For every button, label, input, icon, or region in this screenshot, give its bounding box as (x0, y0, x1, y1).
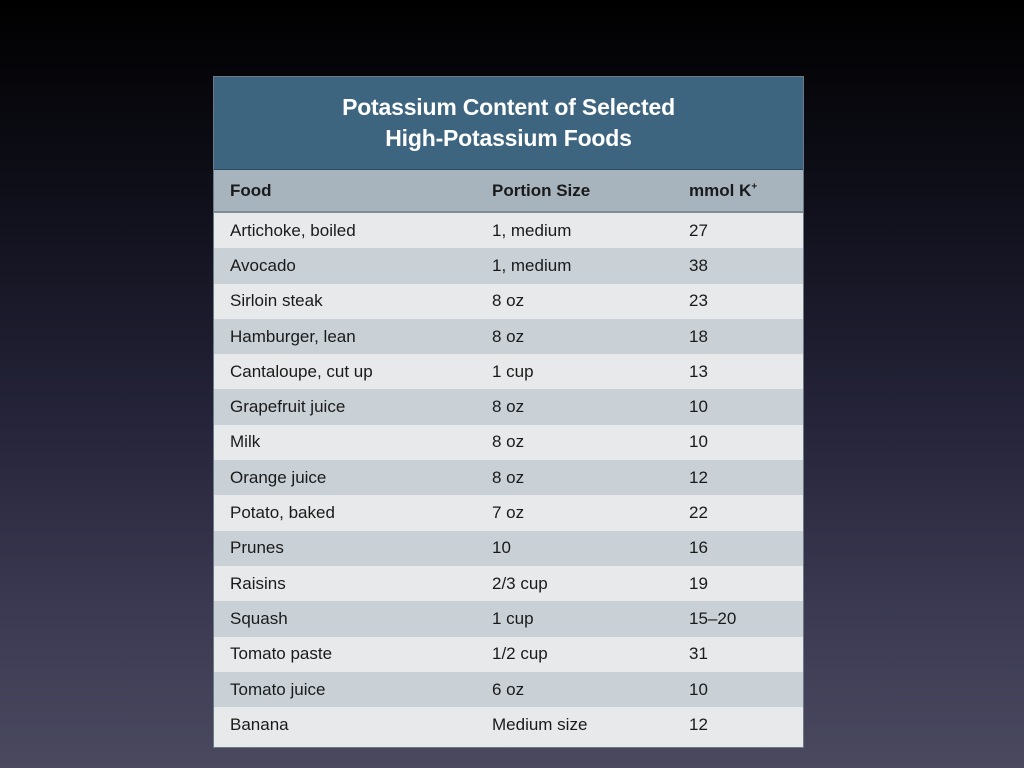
cell-portion-size: 2/3 cup (492, 573, 548, 593)
table-row: Banana Medium size 12 (214, 707, 803, 743)
cell-mmol-k: 10 (689, 397, 708, 417)
cell-mmol-k: 31 (689, 644, 708, 664)
cell-portion-size: 8 oz (492, 291, 525, 311)
cell-portion-size: 1, medium (492, 255, 572, 275)
table-row: Squash 1 cup 15–20 (214, 601, 803, 637)
cell-mmol-k: 16 (689, 538, 708, 558)
cell-food: Tomato paste (230, 644, 333, 664)
cell-portion-size: 1 cup (492, 361, 534, 381)
cell-mmol-k: 12 (689, 714, 708, 734)
cell-portion-size: 8 oz (492, 432, 525, 452)
cell-portion-size: 1 cup (492, 608, 534, 628)
cell-food: Prunes (230, 538, 284, 558)
header-mmol-k-text: mmol K (689, 180, 752, 200)
cell-mmol-k: 15–20 (689, 608, 737, 628)
table-row: Hamburger, lean 8 oz 18 (214, 318, 803, 355)
cell-food: Banana (230, 714, 289, 734)
cell-food: Potato, baked (230, 503, 335, 523)
table-title-line-1: Potassium Content of Selected (342, 94, 675, 120)
table-row: Milk 8 oz 10 (214, 424, 803, 461)
header-mmol-k-superscript: + (751, 180, 758, 192)
potassium-table: Potassium Content of Selected High-Potas… (213, 76, 804, 748)
cell-mmol-k: 10 (689, 679, 708, 699)
cell-portion-size: 7 oz (492, 503, 525, 523)
cell-portion-size: 8 oz (492, 326, 525, 346)
cell-mmol-k: 23 (689, 291, 708, 311)
table-row: Avocado 1, medium 38 (214, 248, 803, 284)
cell-food: Tomato juice (230, 679, 326, 699)
cell-portion-size: 8 oz (492, 467, 525, 487)
cell-food: Orange juice (230, 467, 327, 487)
table-title-line-2: High-Potassium Foods (385, 125, 632, 151)
cell-food: Artichoke, boiled (230, 220, 356, 240)
cell-portion-size: 10 (492, 538, 511, 558)
table-row: Tomato juice 6 oz 10 (214, 671, 803, 708)
cell-portion-size: 1, medium (492, 220, 572, 240)
cell-food: Raisins (230, 573, 286, 593)
table-row: Raisins 2/3 cup 19 (214, 565, 803, 602)
cell-food: Hamburger, lean (230, 326, 356, 346)
cell-portion-size: 6 oz (492, 679, 525, 699)
table-title: Potassium Content of Selected High-Potas… (214, 77, 803, 170)
table-row: Cantaloupe, cut up 1 cup 13 (214, 354, 803, 390)
table-row: Orange juice 8 oz 12 (214, 460, 803, 496)
cell-mmol-k: 38 (689, 255, 708, 275)
cell-portion-size: 1/2 cup (492, 644, 548, 664)
cell-mmol-k: 12 (689, 467, 708, 487)
cell-mmol-k: 18 (689, 326, 708, 346)
cell-mmol-k: 27 (689, 220, 708, 240)
table-row: Potato, baked 7 oz 22 (214, 495, 803, 531)
cell-food: Sirloin steak (230, 291, 323, 311)
cell-food: Grapefruit juice (230, 397, 346, 417)
header-portion-size: Portion Size (492, 180, 591, 200)
table-row: Prunes 10 16 (214, 530, 803, 566)
cell-portion-size: Medium size (492, 714, 588, 734)
table-body: Artichoke, boiled 1, medium 27 Avocado 1, me… (214, 213, 803, 743)
header-food: Food (230, 180, 272, 200)
cell-food: Squash (230, 608, 288, 628)
table-header-row: Food Portion Size mmol K+ (214, 170, 803, 213)
cell-food: Milk (230, 432, 261, 452)
table-row: Sirloin steak 8 oz 23 (214, 283, 803, 319)
table-row: Artichoke, boiled 1, medium 27 (214, 213, 803, 249)
cell-mmol-k: 10 (689, 432, 708, 452)
cell-food: Avocado (230, 255, 296, 275)
header-mmol-k: mmol K+ (689, 181, 803, 201)
table-row: Grapefruit juice 8 oz 10 (214, 389, 803, 425)
cell-mmol-k: 13 (689, 361, 708, 381)
table-row: Tomato paste 1/2 cup 31 (214, 636, 803, 672)
cell-mmol-k: 19 (689, 573, 708, 593)
cell-mmol-k: 22 (689, 503, 708, 523)
cell-food: Cantaloupe, cut up (230, 361, 373, 381)
cell-portion-size: 8 oz (492, 397, 525, 417)
